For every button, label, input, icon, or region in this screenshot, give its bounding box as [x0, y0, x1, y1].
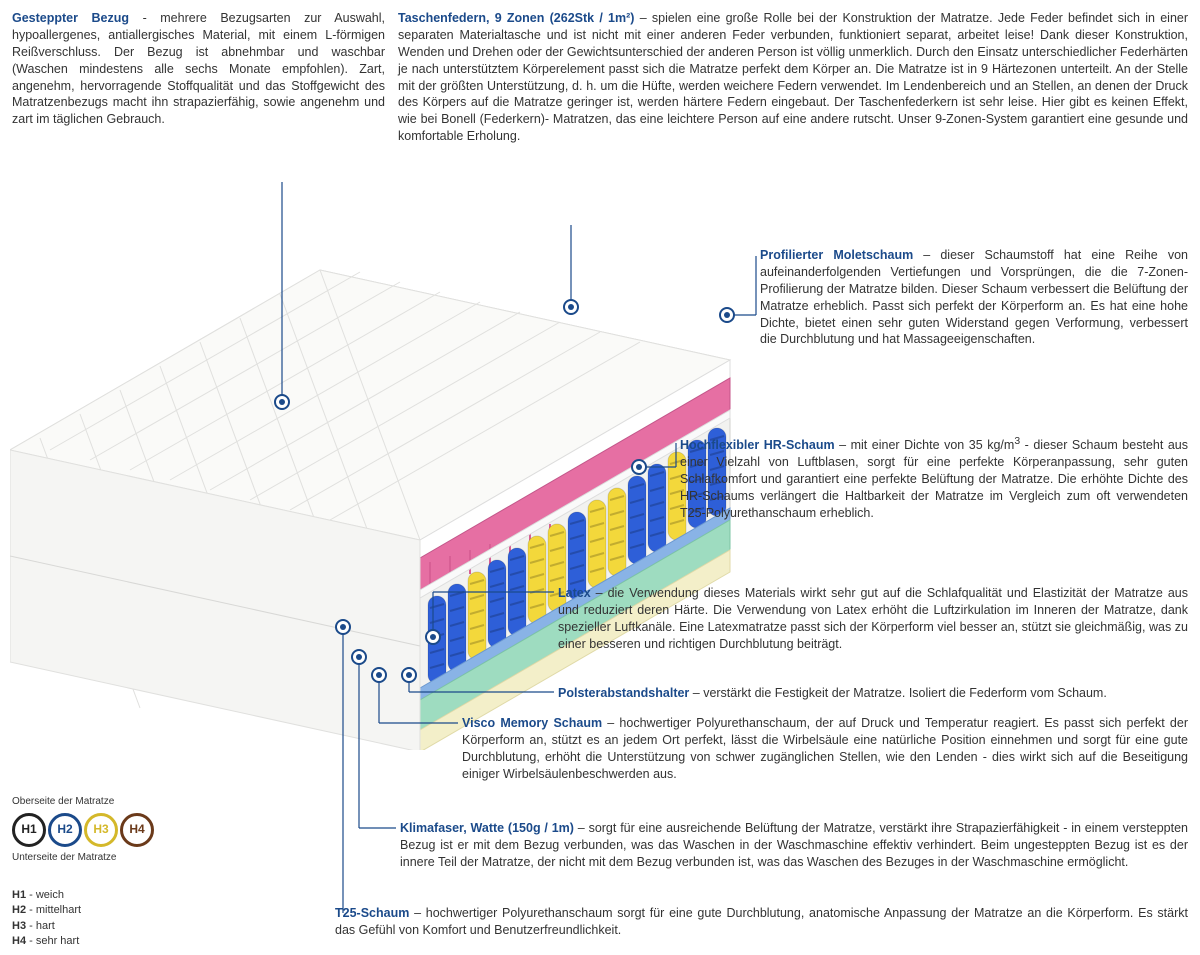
legend-h3: H3: [84, 813, 118, 847]
legend-top-label: Oberseite der Matratze: [12, 795, 212, 809]
title-molet: Profilierter Moletschaum: [760, 248, 913, 262]
body-polster: – verstärkt die Festigkeit der Matratze.…: [689, 686, 1107, 700]
legend-h1: H1: [12, 813, 46, 847]
title-federn: Taschenfedern, 9 Zonen (262Stk / 1m²): [398, 11, 634, 25]
block-klima: Klimafaser, Watte (150g / 1m) – sorgt fü…: [400, 820, 1188, 871]
def-h3-code: H3: [12, 920, 26, 932]
title-polster: Polsterabstandshalter: [558, 686, 689, 700]
title-bezug: Gesteppter Bezug: [12, 11, 129, 25]
body-hr-pre: – mit einer Dichte von 35 kg/m: [835, 438, 1015, 452]
body-t25: – hochwertiger Polyurethanschaum sorgt f…: [335, 906, 1188, 937]
body-latex: – die Verwendung dieses Materials wirkt …: [558, 586, 1188, 651]
title-t25: T25-Schaum: [335, 906, 409, 920]
mattress-cutaway: [10, 250, 740, 750]
legend-bottom-label: Unterseite der Matratze: [12, 851, 212, 865]
body-federn: – spielen eine große Rolle bei der Konst…: [398, 11, 1188, 143]
title-hr: Hochflexibler HR-Schaum: [680, 438, 835, 452]
legend-circles: H1 H2 H3 H4: [12, 813, 212, 847]
def-h4-code: H4: [12, 935, 26, 947]
body-bezug: - mehrere Bezugsarten zur Auswahl, hypoa…: [12, 11, 385, 126]
title-visco: Visco Memory Schaum: [462, 716, 602, 730]
block-bezug: Gesteppter Bezug - mehrere Bezugsarten z…: [12, 10, 385, 128]
body-molet: – dieser Schaumstoff hat eine Reihe von …: [760, 248, 1188, 346]
title-latex: Latex: [558, 586, 591, 600]
block-latex: Latex – die Verwendung dieses Materials …: [558, 585, 1188, 653]
def-h2-label: mittelhart: [36, 904, 81, 916]
def-h1-code: H1: [12, 889, 26, 901]
def-h1-label: weich: [36, 889, 64, 901]
def-h3-label: hart: [36, 920, 55, 932]
legend-h4: H4: [120, 813, 154, 847]
block-hr: Hochflexibler HR-Schaum – mit einer Dich…: [680, 435, 1188, 522]
block-molet: Profilierter Moletschaum – dieser Schaum…: [760, 247, 1188, 348]
block-federn: Taschenfedern, 9 Zonen (262Stk / 1m²) – …: [398, 10, 1188, 145]
block-t25: T25-Schaum – hochwertiger Polyurethansch…: [335, 905, 1188, 939]
title-klima: Klimafaser, Watte (150g / 1m): [400, 821, 574, 835]
legend-h2: H2: [48, 813, 82, 847]
block-visco: Visco Memory Schaum – hochwertiger Polyu…: [462, 715, 1188, 783]
hardness-legend: Oberseite der Matratze H1 H2 H3 H4 Unter…: [12, 785, 212, 950]
def-h4-label: sehr hart: [36, 935, 79, 947]
def-h2-code: H2: [12, 904, 26, 916]
legend-defs: H1 - weich H2 - mittelhart H3 - hart H4 …: [12, 888, 212, 950]
block-polster: Polsterabstandshalter – verstärkt die Fe…: [558, 685, 1188, 702]
